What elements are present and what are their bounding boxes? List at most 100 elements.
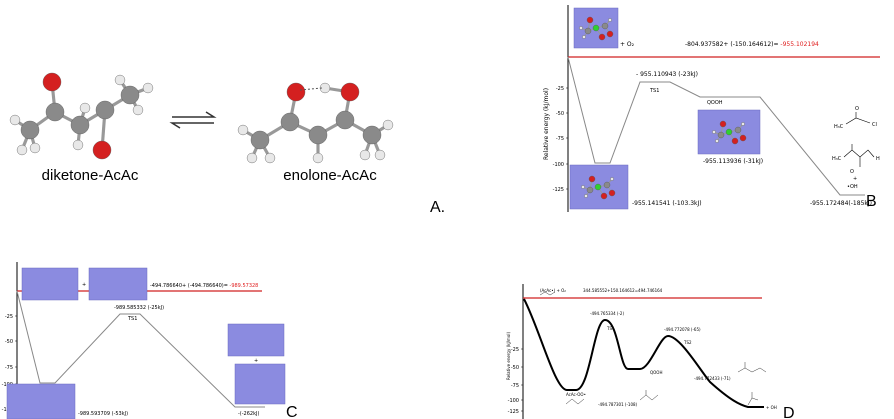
atom [251, 131, 269, 149]
label: O [850, 169, 854, 175]
atom [238, 125, 248, 135]
label: -(-262kJ) [238, 411, 259, 417]
energy-profile [524, 299, 764, 407]
atom [73, 140, 83, 150]
label: H₃C [834, 124, 844, 130]
atom [281, 113, 299, 131]
molecule-box [89, 268, 147, 300]
label: AcAc-OO• [566, 392, 586, 397]
atom [593, 25, 599, 31]
molecule-box [7, 384, 75, 419]
atom [133, 105, 143, 115]
label: TS2 [683, 340, 692, 345]
atom [732, 138, 738, 144]
label: -989.585332 (-25kJ) [114, 305, 164, 311]
label: H [876, 156, 880, 162]
atom [726, 129, 732, 135]
label: -494.765334 (-2) [590, 311, 624, 316]
molecule-box [228, 324, 284, 356]
atom [585, 28, 591, 34]
panel-letter: A. [430, 199, 445, 216]
atom [46, 103, 64, 121]
label: -494.772433 (-71) [694, 376, 731, 381]
atom [601, 193, 607, 199]
atom [265, 153, 275, 163]
label: + [82, 282, 86, 288]
atom [341, 83, 359, 101]
atom [143, 83, 153, 93]
atom [604, 182, 610, 188]
panel-letter: D [783, 405, 795, 419]
atom [10, 115, 20, 125]
atom [610, 177, 613, 180]
label: -494.786640+ (-494.786640)= -989.57328 [150, 283, 258, 289]
atom [17, 145, 27, 155]
label: QOOH [707, 100, 723, 106]
figure: diketone-AcAc enolone-AcAc A. Relative e… [0, 0, 894, 419]
label: QOOH [650, 370, 662, 375]
atom [247, 153, 257, 163]
label: + O₂ [620, 41, 635, 48]
y-tick-label: -75 [556, 136, 564, 142]
axis-label: Relative energy (kJ/mol) [506, 332, 511, 380]
label: TS1 [649, 88, 659, 94]
molecule-enolone [238, 83, 393, 163]
label: (AcAc•) + O₂ [540, 288, 566, 293]
atom [309, 126, 327, 144]
atom [121, 86, 139, 104]
label: + [853, 176, 857, 182]
atom [30, 143, 40, 153]
label: -494.787301 (-108) [598, 402, 638, 407]
label: enolone-AcAc [283, 167, 377, 184]
atom [115, 75, 125, 85]
y-tick-label: -25 [511, 347, 519, 353]
y-tick-label: -100 [553, 162, 564, 168]
molecule-diketone [10, 73, 153, 159]
y-tick-label: -75 [5, 365, 13, 371]
atom [21, 121, 39, 139]
y-tick-label: -75 [511, 383, 519, 389]
atom [599, 34, 605, 40]
label: TS1 [127, 316, 137, 322]
atom [43, 73, 61, 91]
label: -955.113936 (-31kJ) [703, 158, 763, 165]
atom [712, 130, 715, 133]
panel-letter: C [286, 404, 298, 419]
y-tick-label: -50 [556, 111, 564, 117]
panel-letter: B [866, 193, 877, 210]
atom [287, 83, 305, 101]
label: -955.141541 (-103.3kJ) [632, 200, 702, 207]
y-tick-label: -100 [508, 398, 519, 404]
atom [313, 153, 323, 163]
atom [579, 26, 582, 29]
label: O [855, 106, 859, 112]
label: -955.172484(-185kJ) [810, 200, 872, 207]
atom [581, 185, 584, 188]
atom [720, 121, 726, 127]
label: H₃C [832, 156, 842, 162]
atom [715, 139, 718, 142]
label: + [254, 358, 258, 364]
y-tick-label: -25 [556, 86, 564, 92]
label: -804.937582+ (-150.164612)= -955.102194 [685, 41, 819, 48]
atom [93, 141, 111, 159]
atom [582, 35, 585, 38]
y-tick-label: -50 [5, 339, 13, 345]
atom [589, 176, 595, 182]
label: -494.772078 (-65) [664, 327, 701, 332]
atom [595, 184, 601, 190]
atom [735, 127, 741, 133]
atom [740, 135, 746, 141]
atom [375, 150, 385, 160]
label: TS1 [606, 326, 615, 331]
atom [602, 23, 608, 29]
atom [607, 31, 613, 37]
atom [741, 122, 744, 125]
label: 344.585552+150.164612=494.746164 [583, 288, 663, 293]
atom [609, 190, 615, 196]
atom [383, 120, 393, 130]
atom [336, 111, 354, 129]
label: Cl [872, 122, 877, 128]
label: diketone-AcAc [42, 167, 139, 184]
y-tick-label: -125 [553, 187, 564, 193]
